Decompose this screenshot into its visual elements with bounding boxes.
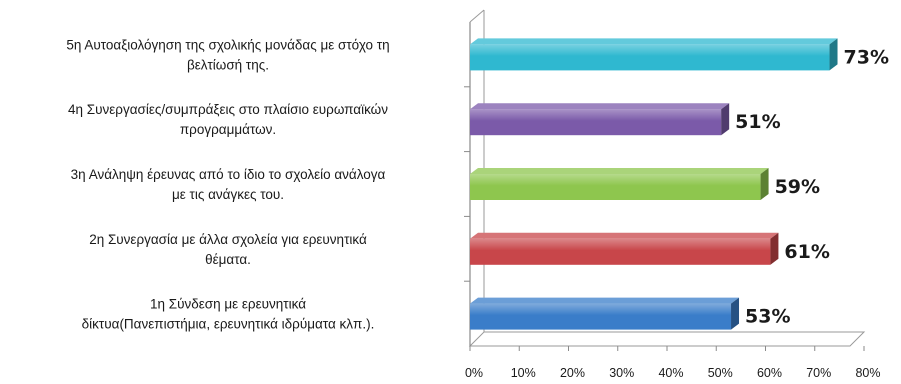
bar bbox=[470, 297, 740, 330]
category-label: 2η Συνεργασία με άλλα σχολεία για ερευνη… bbox=[89, 232, 367, 267]
category-label-line: προγραμμάτων. bbox=[180, 122, 276, 137]
bar-value-label: 59% bbox=[775, 176, 820, 198]
bar-end-face bbox=[731, 297, 740, 330]
x-tick-label: 20% bbox=[560, 366, 585, 380]
x-tick-label: 40% bbox=[658, 366, 683, 380]
category-label-line: 3η Ανάληψη έρευνας από το ίδιο το σχολεί… bbox=[71, 167, 386, 182]
bar bbox=[470, 232, 779, 265]
bar-highlight bbox=[470, 303, 732, 316]
bar-highlight bbox=[470, 109, 722, 121]
chart-bars bbox=[470, 38, 838, 330]
x-tick-label: 10% bbox=[511, 366, 536, 380]
bar-highlight bbox=[470, 174, 761, 186]
bar-top-face bbox=[470, 232, 779, 239]
category-label: 1η Σύνδεση με ερευνητικά δίκτυα(Πανεπιστή… bbox=[82, 297, 375, 332]
bar-value-label: 73% bbox=[844, 46, 889, 68]
category-label-line: 1η Σύνδεση με ερευνητικά bbox=[150, 297, 306, 312]
bar-value-label: 53% bbox=[745, 306, 790, 328]
y-axis-top-edge bbox=[469, 9, 485, 23]
category-label-line: 4η Συνεργασίες/συμπράξεις στο πλαίσιο ευ… bbox=[68, 102, 388, 117]
category-label: 3η Ανάληψη έρευνας από το ίδιο το σχολεί… bbox=[71, 167, 386, 202]
bar-end-face bbox=[760, 168, 769, 200]
category-label-line: δίκτυα(Πανεπιστήμια, ερευνητικά ιδρύματα… bbox=[82, 317, 375, 332]
bar-end-face bbox=[829, 38, 838, 71]
x-tick-label: 50% bbox=[708, 366, 733, 380]
bar-end-face bbox=[721, 103, 730, 136]
category-label-line: βελτίωσή της. bbox=[187, 57, 269, 72]
chart-category-labels: 73% 5η Αυτοαξιολόγηση της σχολικής μονάδα… bbox=[66, 37, 889, 331]
x-tick-label: 30% bbox=[609, 366, 634, 380]
x-tick-label: 80% bbox=[855, 366, 880, 380]
bar-top-face bbox=[470, 38, 838, 45]
category-label: 5η Αυτοαξιολόγηση της σχολικής μονάδας μ… bbox=[66, 37, 389, 72]
bar-top-face bbox=[470, 297, 740, 304]
bar-highlight bbox=[470, 44, 830, 57]
category-label: 4η Συνεργασίες/συμπράξεις στο πλαίσιο ευ… bbox=[68, 102, 388, 137]
chart-floor bbox=[468, 331, 866, 347]
bar bbox=[470, 168, 769, 200]
bar bbox=[470, 38, 838, 71]
category-label-line: 5η Αυτοαξιολόγηση της σχολικής μονάδας μ… bbox=[66, 37, 389, 52]
category-label-line: με τις ανάγκες του. bbox=[172, 187, 284, 202]
bar-top-face bbox=[470, 168, 769, 174]
category-label-line: 2η Συνεργασία με άλλα σχολεία για ερευνη… bbox=[89, 232, 367, 247]
category-label-line: θέματα. bbox=[205, 252, 251, 267]
bar-value-label: 51% bbox=[735, 111, 780, 133]
bar bbox=[470, 103, 730, 136]
bar-end-face bbox=[770, 232, 779, 265]
bar-value-label: 61% bbox=[784, 241, 829, 263]
x-tick-label: 60% bbox=[757, 366, 782, 380]
chart-x-ticks: 0% 10% 20% 30% 40% 50% 60% 70% 80% bbox=[465, 346, 881, 380]
bar-highlight bbox=[470, 238, 771, 251]
bar-top-face bbox=[470, 103, 730, 110]
x-tick-label: 70% bbox=[806, 366, 831, 380]
x-tick-label: 0% bbox=[465, 366, 483, 380]
